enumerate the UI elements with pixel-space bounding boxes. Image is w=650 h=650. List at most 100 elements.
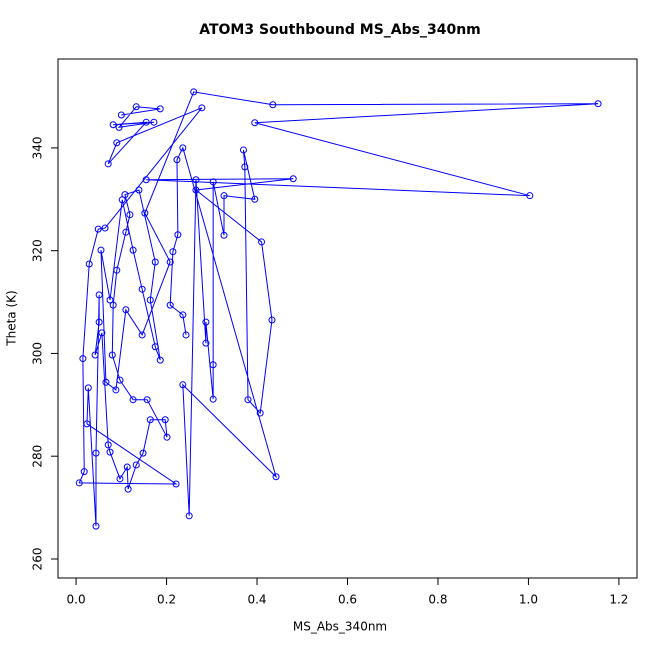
point <box>123 463 131 471</box>
point <box>142 176 150 184</box>
point <box>244 396 252 404</box>
point <box>109 121 117 129</box>
point <box>92 522 100 530</box>
point <box>269 101 277 109</box>
y-tick-label: 260 <box>31 548 45 571</box>
y-tick-label: 300 <box>31 342 45 365</box>
point <box>109 301 117 309</box>
point <box>141 209 149 217</box>
point <box>169 248 177 256</box>
plot-frame <box>57 58 638 579</box>
point <box>209 395 217 403</box>
point <box>132 461 140 469</box>
point <box>179 311 187 319</box>
point <box>139 449 147 457</box>
point <box>85 260 93 268</box>
x-tick-label: 0.8 <box>428 593 447 607</box>
series-line <box>78 91 599 527</box>
point <box>95 291 103 299</box>
point <box>192 176 200 184</box>
point <box>151 343 159 351</box>
point <box>83 420 91 428</box>
point <box>146 296 154 304</box>
point <box>272 473 280 481</box>
point <box>258 238 266 246</box>
point <box>116 376 124 384</box>
point <box>256 409 264 417</box>
point <box>106 296 114 304</box>
point <box>172 480 180 488</box>
point <box>138 331 146 339</box>
point <box>124 485 132 493</box>
point <box>163 433 171 441</box>
point <box>146 416 154 424</box>
point <box>118 196 126 204</box>
point <box>150 118 158 126</box>
x-axis-label: MS_Abs_340nm <box>293 620 387 634</box>
point <box>122 306 130 314</box>
point <box>129 396 137 404</box>
point <box>102 378 110 386</box>
point <box>80 468 88 476</box>
y-tick-label: 340 <box>31 136 45 159</box>
x-tick-label: 1.2 <box>609 593 628 607</box>
point <box>104 160 112 168</box>
point <box>220 231 228 239</box>
point <box>220 192 228 200</box>
point <box>91 351 99 359</box>
point <box>151 258 159 266</box>
point <box>182 331 190 339</box>
point <box>79 355 87 363</box>
point <box>84 384 92 392</box>
point <box>116 475 124 483</box>
point <box>192 186 200 194</box>
x-tick-label: 0.4 <box>247 593 266 607</box>
point <box>135 186 143 194</box>
point <box>156 105 164 113</box>
point <box>161 416 169 424</box>
point <box>241 163 249 171</box>
point <box>113 139 121 147</box>
point <box>138 285 146 293</box>
x-tick-label: 1.0 <box>519 593 538 607</box>
point <box>174 231 182 239</box>
point <box>98 329 106 337</box>
point <box>112 386 120 394</box>
point <box>251 195 259 203</box>
point <box>239 146 247 154</box>
point <box>526 192 534 200</box>
y-tick-label: 320 <box>31 239 45 262</box>
point <box>104 441 112 449</box>
point <box>166 301 174 309</box>
y-tick-label: 280 <box>31 445 45 468</box>
point <box>113 266 121 274</box>
x-tick-label: 0.2 <box>157 593 176 607</box>
point <box>202 339 210 347</box>
x-tick-label: 0.0 <box>67 593 86 607</box>
point <box>198 104 206 112</box>
point <box>268 316 276 324</box>
point <box>594 100 602 108</box>
point <box>173 156 181 164</box>
point <box>209 178 217 186</box>
point <box>251 119 259 127</box>
point <box>143 396 151 404</box>
point <box>95 318 103 326</box>
point <box>117 111 125 119</box>
y-axis-label: Theta (K) <box>5 290 19 346</box>
point <box>185 512 193 520</box>
point <box>106 448 114 456</box>
x-tick-label: 0.6 <box>338 593 357 607</box>
point <box>289 175 297 183</box>
point <box>115 123 123 131</box>
point <box>209 361 217 369</box>
point <box>94 225 102 233</box>
point <box>75 479 83 487</box>
point <box>126 211 134 219</box>
point <box>122 228 130 236</box>
point <box>156 356 164 364</box>
point <box>190 88 198 96</box>
point <box>129 246 137 254</box>
point <box>166 258 174 266</box>
